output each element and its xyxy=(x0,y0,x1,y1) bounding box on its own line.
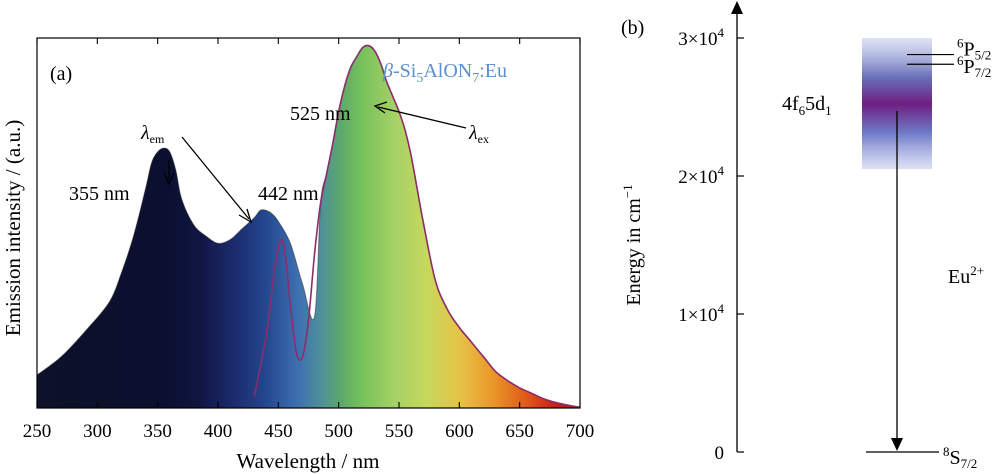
arrowhead-em-442 xyxy=(238,208,253,224)
energy-axis-ticks: 0 1×104 2×104 3×104 xyxy=(678,25,744,464)
x-tick-label: 500 xyxy=(324,421,353,442)
arrow-ex-to-525 xyxy=(377,106,467,129)
panel-a: 250 300 350 400 450 500 550 600 650 700 (a) β-Si5… xyxy=(1,37,595,473)
arrowhead-em-355 xyxy=(163,172,175,186)
x-tick-label: 600 xyxy=(445,421,474,442)
x-tick-label: 550 xyxy=(385,421,414,442)
x-tick-label: 350 xyxy=(143,421,172,442)
panel-b-label: (b) xyxy=(621,17,644,39)
transition-arrowhead xyxy=(891,438,903,451)
energy-axis-label: Energy in cm−1 xyxy=(620,184,645,305)
x-tick-label: 650 xyxy=(505,421,534,442)
emission-curve xyxy=(253,44,580,408)
y-axis-label: Emission intensity / (a.u.) xyxy=(1,120,25,336)
ground-level-label: 8S7/2 xyxy=(943,444,977,471)
band-label: 4f65d1 xyxy=(782,93,832,118)
peak-label-355: 355 nm xyxy=(69,183,130,205)
energy-tick-label: 2×104 xyxy=(678,163,724,188)
panel-b: (b) 0 1×104 2×104 3×104 Energy in cm−1 4f65… xyxy=(620,1,991,471)
peak-label-525: 525 nm xyxy=(290,103,351,125)
arrowhead-ex-525 xyxy=(373,101,388,114)
energy-axis-arrowhead xyxy=(731,1,743,14)
plot-frame xyxy=(36,37,581,409)
ion-label: Eu2+ xyxy=(948,263,984,288)
x-tick-label: 250 xyxy=(23,421,52,442)
x-axis-label: Wavelength / nm xyxy=(237,449,380,473)
x-tick-label: 700 xyxy=(566,421,595,442)
x-tick-label: 300 xyxy=(83,421,112,442)
chart-title: β-Si5AlON7:Eu xyxy=(382,60,507,86)
energy-tick-label: 1×104 xyxy=(678,301,724,326)
energy-tick-label: 0 xyxy=(715,443,725,464)
lambda-em-label: λem xyxy=(140,122,165,146)
x-tick-label: 450 xyxy=(264,421,293,442)
arrow-em-to-442 xyxy=(181,136,250,220)
peak-label-442: 442 nm xyxy=(258,183,319,205)
panel-a-label: (a) xyxy=(50,63,72,85)
lambda-ex-label: λex xyxy=(468,122,489,146)
level-6p72-label: 6P7/2 xyxy=(957,53,991,80)
energy-tick-label: 3×104 xyxy=(678,25,724,50)
spectrum-fill xyxy=(37,45,580,408)
x-tick-label: 400 xyxy=(204,421,233,442)
level-6p52-label: 6P5/2 xyxy=(957,36,991,63)
x-axis-ticks: 250 300 350 400 450 500 550 600 650 700 xyxy=(23,38,595,442)
